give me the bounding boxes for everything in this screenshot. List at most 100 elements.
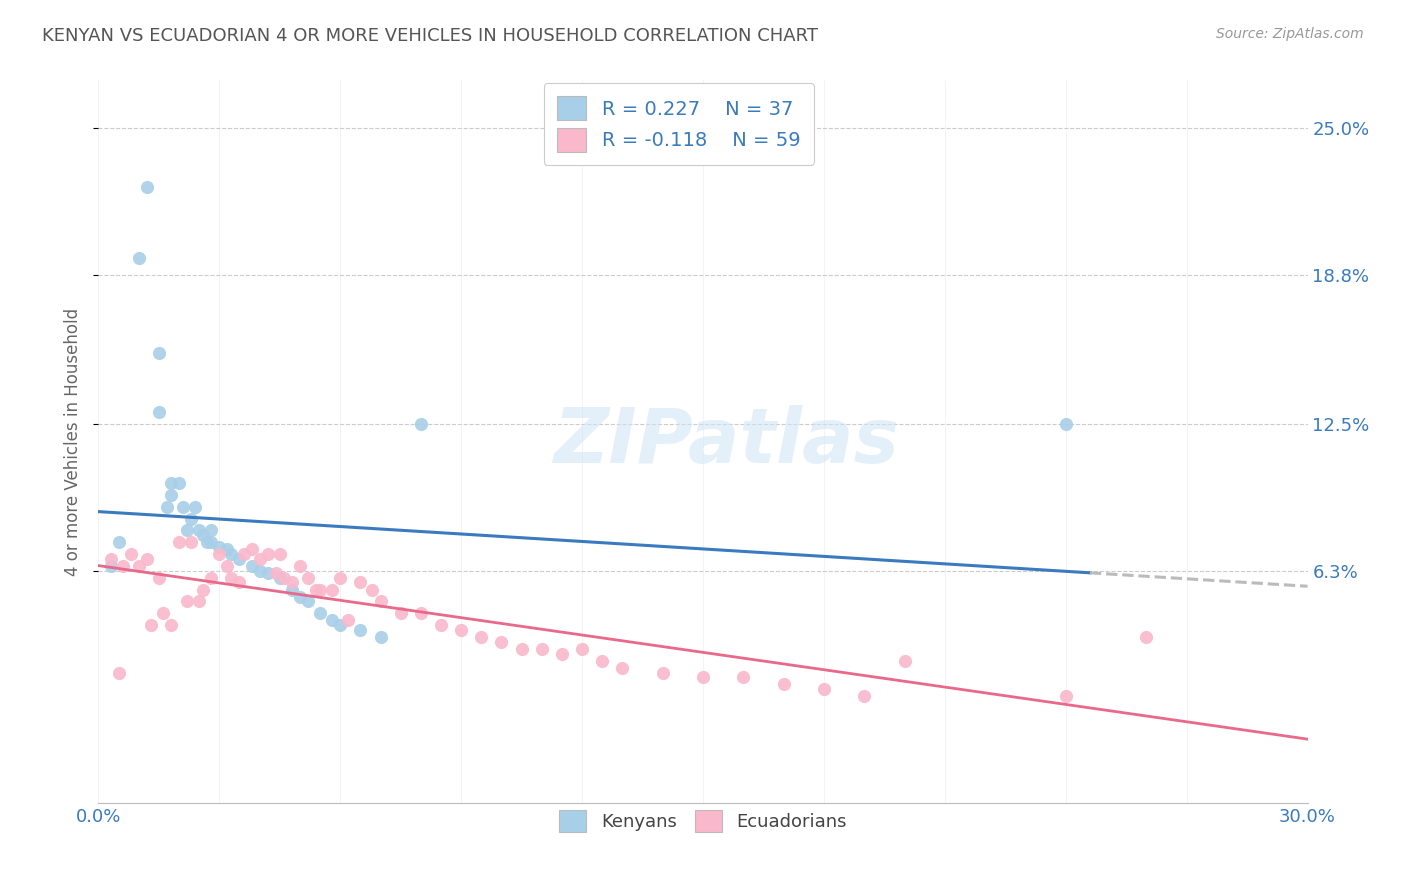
Point	[297, 571, 319, 585]
Point	[208, 540, 231, 554]
Point	[269, 571, 291, 585]
Point	[893, 654, 915, 668]
Point	[571, 641, 593, 656]
Point	[349, 623, 371, 637]
Point	[288, 590, 311, 604]
Point	[551, 647, 574, 661]
Point	[240, 558, 263, 573]
Point	[200, 535, 222, 549]
Point	[1054, 689, 1077, 703]
Point	[193, 528, 215, 542]
Point	[107, 665, 129, 680]
Point	[200, 524, 222, 538]
Point	[107, 535, 129, 549]
Point	[297, 594, 319, 608]
Point	[200, 571, 222, 585]
Point	[217, 542, 239, 557]
Point	[195, 535, 218, 549]
Point	[733, 670, 755, 684]
Point	[281, 582, 304, 597]
Point	[321, 614, 343, 628]
Point	[409, 607, 432, 621]
Y-axis label: 4 or more Vehicles in Household: 4 or more Vehicles in Household	[65, 308, 83, 575]
Point	[337, 614, 360, 628]
Point	[172, 500, 194, 514]
Point	[135, 551, 157, 566]
Point	[370, 594, 392, 608]
Point	[269, 547, 291, 561]
Point	[152, 607, 174, 621]
Point	[409, 417, 432, 431]
Point	[128, 251, 150, 265]
Point	[167, 475, 190, 490]
Point	[813, 682, 835, 697]
Point	[305, 582, 328, 597]
Point	[176, 524, 198, 538]
Point	[180, 511, 202, 525]
Point	[156, 500, 179, 514]
Point	[249, 551, 271, 566]
Point	[160, 488, 183, 502]
Point	[232, 547, 254, 561]
Point	[188, 524, 211, 538]
Point	[249, 564, 271, 578]
Legend: Kenyans, Ecuadorians: Kenyans, Ecuadorians	[550, 801, 856, 841]
Point	[221, 547, 243, 561]
Point	[139, 618, 162, 632]
Point	[692, 670, 714, 684]
Point	[184, 500, 207, 514]
Point	[651, 665, 673, 680]
Point	[273, 571, 295, 585]
Point	[148, 571, 170, 585]
Point	[100, 558, 122, 573]
Point	[281, 575, 304, 590]
Point	[329, 618, 352, 632]
Point	[510, 641, 533, 656]
Point	[530, 641, 553, 656]
Text: KENYAN VS ECUADORIAN 4 OR MORE VEHICLES IN HOUSEHOLD CORRELATION CHART: KENYAN VS ECUADORIAN 4 OR MORE VEHICLES …	[42, 27, 818, 45]
Point	[208, 547, 231, 561]
Point	[193, 582, 215, 597]
Point	[135, 180, 157, 194]
Point	[450, 623, 472, 637]
Point	[349, 575, 371, 590]
Point	[160, 618, 183, 632]
Text: Source: ZipAtlas.com: Source: ZipAtlas.com	[1216, 27, 1364, 41]
Point	[217, 558, 239, 573]
Point	[470, 630, 492, 644]
Point	[111, 558, 134, 573]
Point	[240, 542, 263, 557]
Point	[221, 571, 243, 585]
Point	[288, 558, 311, 573]
Point	[128, 558, 150, 573]
Point	[430, 618, 453, 632]
Point	[148, 405, 170, 419]
Point	[309, 607, 332, 621]
Point	[1135, 630, 1157, 644]
Point	[772, 677, 794, 691]
Point	[389, 607, 412, 621]
Point	[188, 594, 211, 608]
Point	[612, 661, 634, 675]
Point	[309, 582, 332, 597]
Point	[167, 535, 190, 549]
Point	[361, 582, 384, 597]
Point	[256, 547, 278, 561]
Point	[329, 571, 352, 585]
Point	[853, 689, 876, 703]
Point	[256, 566, 278, 580]
Point	[228, 575, 250, 590]
Point	[591, 654, 613, 668]
Point	[148, 345, 170, 359]
Point	[176, 594, 198, 608]
Point	[321, 582, 343, 597]
Point	[120, 547, 142, 561]
Point	[370, 630, 392, 644]
Point	[264, 566, 287, 580]
Text: ZIPatlas: ZIPatlas	[554, 405, 900, 478]
Point	[160, 475, 183, 490]
Point	[100, 551, 122, 566]
Point	[491, 634, 513, 648]
Point	[180, 535, 202, 549]
Point	[228, 551, 250, 566]
